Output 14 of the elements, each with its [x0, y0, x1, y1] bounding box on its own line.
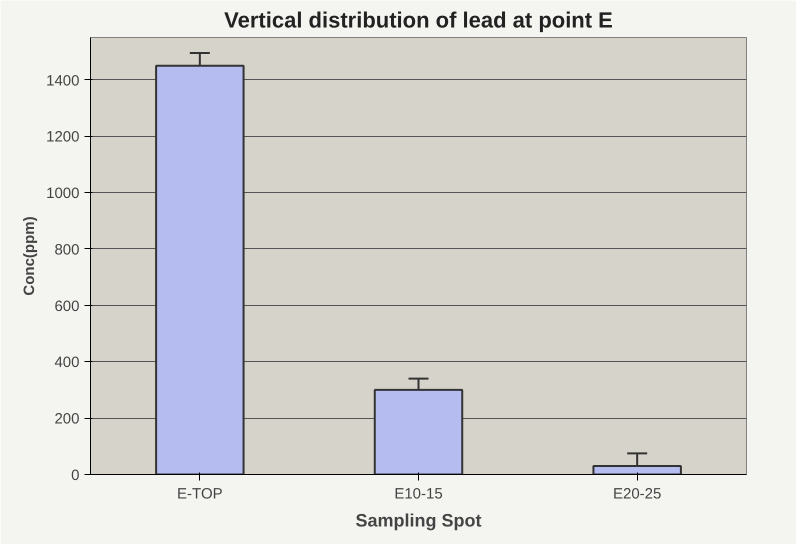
y-tick-label: 1400	[46, 72, 80, 90]
y-tick-label: 0	[71, 467, 80, 484]
x-tick-label: E10-15	[394, 486, 443, 502]
y-tick-label: 1000	[46, 185, 80, 202]
x-tick-label: E-TOP	[177, 486, 223, 502]
x-axis-title: Sampling Spot	[356, 510, 482, 530]
y-axis-title: Conc(ppm)	[21, 216, 38, 296]
x-tick-label: E20-25	[612, 486, 662, 502]
y-tick-label: 600	[54, 298, 80, 315]
y-tick-label: 1200	[46, 128, 80, 146]
y-tick-label: 200	[54, 410, 80, 428]
y-tick-label: 800	[54, 241, 80, 258]
chart-title: Vertical distribution of lead at point E	[224, 8, 613, 32]
y-tick-label: 400	[54, 354, 80, 372]
